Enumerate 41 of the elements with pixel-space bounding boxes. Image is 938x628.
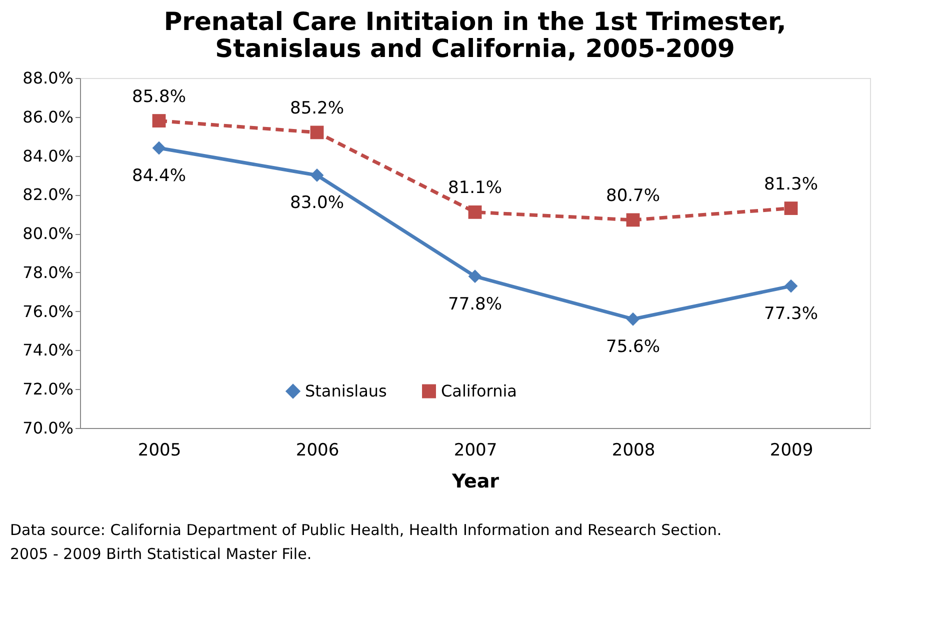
data-label: 77.8% <box>448 294 502 314</box>
point <box>310 168 324 182</box>
y-tick-label: 86.0% <box>22 107 74 126</box>
point <box>310 126 324 140</box>
y-tick-label: 80.0% <box>22 224 74 244</box>
data-label: 80.7% <box>606 186 660 206</box>
point <box>626 213 640 227</box>
point <box>626 312 640 326</box>
point <box>152 114 166 128</box>
text: 2005 - 2009 Birth Statistical Master File. <box>10 545 312 563</box>
legend-label: California <box>441 381 517 400</box>
x-tick-label: 2008 <box>612 440 656 460</box>
legend-label: Stanislaus <box>305 381 387 400</box>
y-tick-label: 70.0% <box>22 418 74 438</box>
data-label: 85.2% <box>290 98 344 118</box>
y-tick-label: 76.0% <box>22 302 74 321</box>
data-label: 77.3% <box>764 304 818 324</box>
y-tick-label: 82.0% <box>22 185 74 204</box>
point <box>784 279 798 293</box>
y-tick-label: 84.0% <box>22 146 74 166</box>
y-tick-label: 78.0% <box>22 262 74 282</box>
x-tick-label: 2005 <box>138 440 182 460</box>
chart-title: Prenatal Care Inititaion in the 1st Trimester, Stanislaus and California, 2005-2009 <box>164 7 786 63</box>
data-label: 75.6% <box>606 337 660 358</box>
x-tick-label: 2009 <box>770 440 814 460</box>
x-tick-label: 2007 <box>454 440 498 460</box>
point <box>468 270 482 284</box>
y-tick-label: 72.0% <box>22 380 74 399</box>
y-tick-label: 74.0% <box>22 340 74 360</box>
x-axis-title: Year <box>450 470 500 492</box>
y-tick-label: 88.0% <box>22 68 74 88</box>
data-label: 83.0% <box>290 193 344 214</box>
point <box>152 141 166 155</box>
data-label: 81.3% <box>764 174 818 194</box>
source-note: Data source: California Department of Public Health, Health Information and Research Section. <box>10 521 722 539</box>
point <box>784 202 798 215</box>
data-label: 81.1% <box>448 178 502 198</box>
point <box>468 205 482 219</box>
data-label: 84.4% <box>132 166 186 186</box>
data-label: 85.8% <box>132 86 186 107</box>
x-tick-label: 2006 <box>296 440 340 460</box>
